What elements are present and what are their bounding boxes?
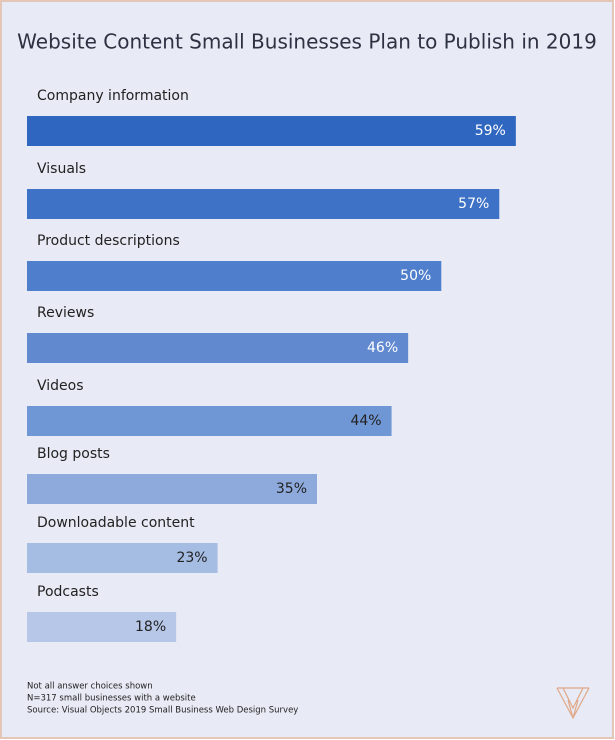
note: Source: Visual Objects 2019 Small Busine… — [27, 706, 298, 716]
category-label: Videos — [37, 378, 84, 394]
category-label: Downloadable content — [37, 515, 195, 531]
value-label: 50% — [400, 268, 431, 284]
bar — [27, 189, 500, 219]
category-label: Reviews — [37, 305, 94, 321]
category-label: Company information — [37, 88, 189, 104]
value-label: 35% — [276, 481, 307, 497]
value-label: 23% — [176, 550, 207, 566]
bar — [27, 612, 177, 642]
bar — [27, 261, 442, 291]
value-label: 59% — [475, 123, 506, 139]
category-label: Product descriptions — [37, 233, 180, 249]
note: N=317 small businesses with a website — [27, 694, 196, 704]
category-label: Podcasts — [37, 584, 99, 600]
bar — [27, 474, 317, 504]
bar — [27, 116, 516, 146]
bar — [27, 406, 392, 436]
note: Not all answer choices shown — [27, 682, 153, 692]
chart-title: Website Content Small Businesses Plan to… — [17, 30, 597, 54]
value-label: 18% — [135, 619, 166, 635]
category-label: Blog posts — [37, 446, 110, 462]
logo — [556, 687, 590, 720]
value-label: 57% — [458, 196, 489, 212]
value-label: 44% — [350, 413, 381, 429]
bar — [27, 333, 409, 363]
value-label: 46% — [367, 340, 398, 356]
category-label: Visuals — [37, 161, 86, 177]
bar — [27, 543, 218, 573]
